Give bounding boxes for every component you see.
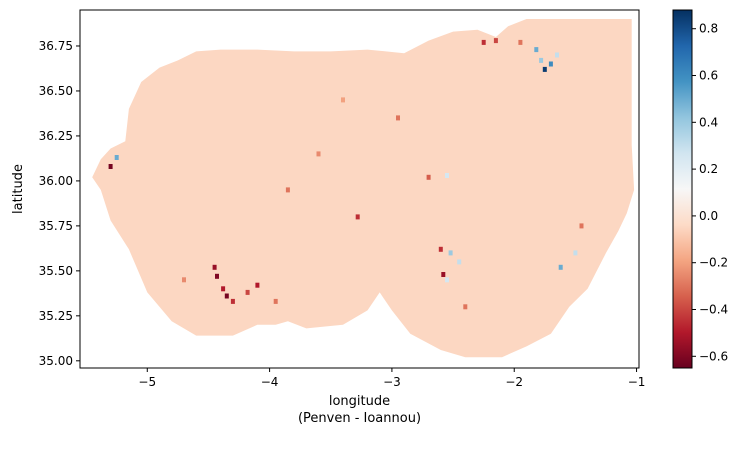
y-tick-label: 36.75: [39, 39, 73, 53]
heatmap-cell: [355, 214, 360, 220]
x-tick-label: −2: [505, 375, 523, 389]
heatmap-cell: [114, 155, 119, 160]
heatmap-cell: [463, 304, 468, 310]
colorbar-tick-label: −0.4: [699, 303, 728, 317]
colorbar-tick-label: 0.4: [699, 115, 718, 129]
colorbar-tick-label: 0.0: [699, 209, 718, 223]
colorbar-tick-label: 0.8: [699, 22, 718, 36]
heatmap-cell: [445, 277, 449, 283]
heatmap-cell: [426, 174, 431, 180]
plot-area: [92, 19, 635, 358]
heatmap-cell: [224, 293, 229, 299]
y-tick-label: 36.25: [39, 129, 73, 143]
heatmap-cell: [441, 272, 446, 277]
heatmap-cell: [221, 286, 226, 292]
heatmap-cell: [542, 66, 547, 72]
heatmap-cell: [448, 250, 453, 256]
heatmap-cell: [445, 173, 449, 178]
x-tick-label: −5: [138, 375, 156, 389]
y-tick-label: 35.50: [39, 264, 73, 278]
heatmap-cell: [579, 223, 584, 229]
heatmap-cell: [539, 57, 544, 63]
x-axis-label: longitude: [329, 394, 390, 409]
x-tick-label: −4: [261, 375, 279, 389]
colorbar-tick-label: −0.6: [699, 349, 728, 363]
colorbar-tick-label: −0.2: [699, 256, 728, 270]
y-axis-label: latitude: [11, 164, 26, 214]
heatmap-cell: [341, 97, 345, 103]
y-tick-label: 36.00: [39, 174, 73, 188]
heatmap-cell: [245, 289, 250, 295]
colorbar-ticks: −0.6 −0.4 −0.2 0.0 0.2 0.4 0.6 0.8: [692, 22, 728, 363]
heatmap-cell: [215, 273, 219, 279]
heatmap-cell: [558, 264, 563, 270]
heatmap-cell: [493, 38, 498, 44]
heatmap-cell: [182, 277, 186, 283]
colorbar-tick-label: 0.2: [699, 162, 718, 176]
heatmap-cell: [108, 164, 113, 169]
heatmap-cell: [457, 259, 462, 265]
heatmap-cell: [573, 250, 578, 256]
heatmap-cell: [396, 115, 400, 121]
x-axis: −5 −4 −3 −2 −1: [138, 368, 645, 389]
heatmap-cell: [273, 298, 278, 304]
colorbar-gradient: [672, 9, 693, 369]
heatmap-cell: [534, 47, 539, 53]
colorbar-tick-label: 0.6: [699, 69, 718, 83]
heatmap-cell: [285, 187, 290, 193]
heatmap-cell: [555, 52, 559, 58]
x-tick-label: −3: [383, 375, 401, 389]
heatmap-cell: [255, 282, 260, 288]
heatmap-cell: [212, 264, 217, 270]
heatmap-cell: [548, 61, 553, 67]
y-tick-label: 35.25: [39, 309, 73, 323]
heatmap-cell: [230, 298, 235, 304]
y-tick-label: 36.50: [39, 84, 73, 98]
x-axis-sublabel: (Penven - Ioannou): [298, 411, 421, 426]
y-tick-label: 35.00: [39, 354, 73, 368]
domain-field: [92, 19, 635, 358]
heatmap-cell: [518, 39, 523, 45]
heatmap-cell: [438, 246, 443, 252]
heatmap-cell: [481, 39, 486, 45]
colorbar: −0.6 −0.4 −0.2 0.0 0.2 0.4 0.6 0.8: [672, 9, 728, 369]
y-axis: 35.00 35.25 35.50 35.75 36.00 36.25 36.50 36.75: [39, 39, 80, 368]
y-tick-label: 35.75: [39, 219, 73, 233]
heatmap-cell: [316, 151, 321, 157]
x-tick-label: −1: [628, 375, 646, 389]
plot-frame: [79, 9, 640, 369]
